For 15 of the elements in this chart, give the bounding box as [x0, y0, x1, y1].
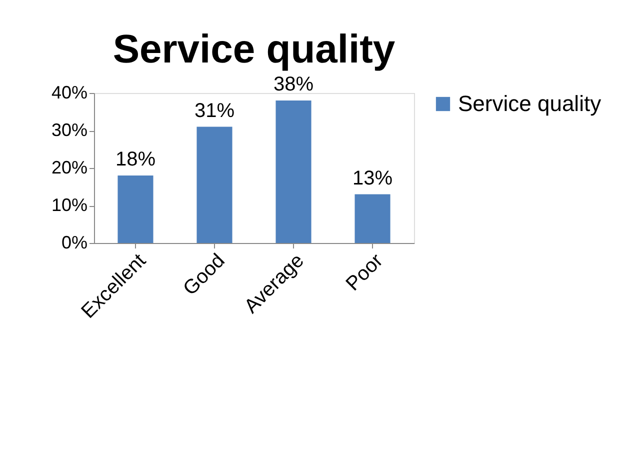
- text: 13%: [352, 167, 393, 190]
- y-tick-label: 40%: [51, 82, 88, 102]
- bar: [354, 194, 390, 243]
- y-tick-label: 0%: [61, 232, 88, 252]
- y-tick-label: 20%: [51, 158, 88, 178]
- legend-label: Service quality: [458, 91, 602, 116]
- text: 31%: [194, 100, 235, 122]
- bar: [276, 100, 312, 243]
- y-tick-label: 10%: [51, 195, 88, 215]
- text: 38%: [273, 74, 314, 96]
- text: 18%: [115, 148, 156, 170]
- y-tick-label: 30%: [51, 120, 88, 140]
- bar: [196, 126, 232, 243]
- bar: [118, 176, 154, 243]
- chart-title: Service quality: [112, 28, 396, 72]
